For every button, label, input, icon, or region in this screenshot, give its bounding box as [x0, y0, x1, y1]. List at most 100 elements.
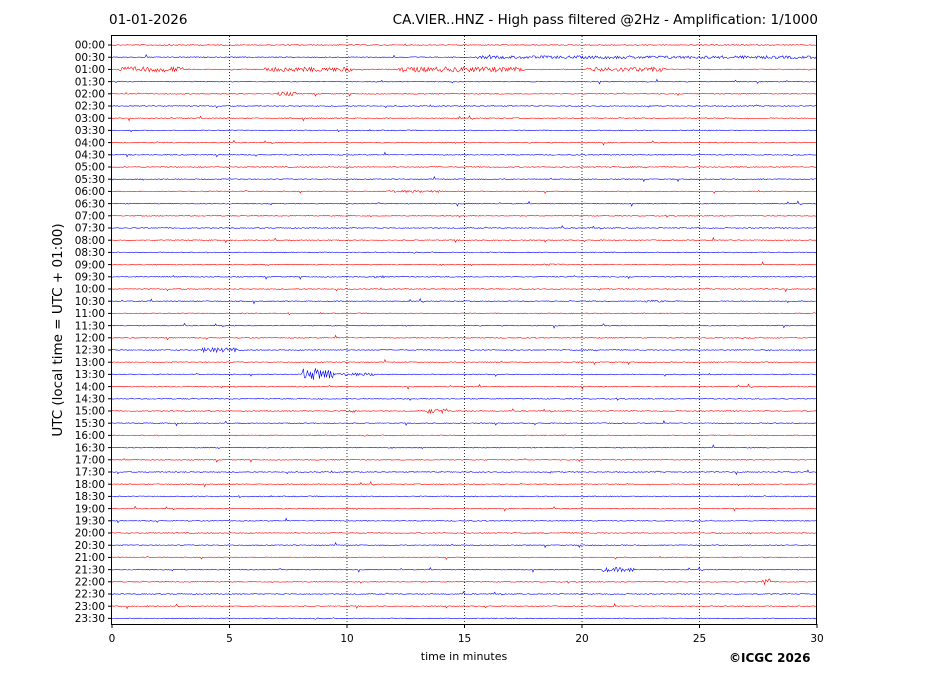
- trace-1400: [111, 383, 818, 390]
- trace-0800: [111, 236, 818, 244]
- y-tick-label: 00:30: [75, 52, 105, 64]
- y-tick-label: 10:00: [75, 284, 105, 296]
- x-tick-label: 15: [458, 633, 471, 645]
- x-axis-ticks: 0 5 10 15 20 25 30: [109, 624, 824, 645]
- trace-0430: [111, 151, 818, 158]
- y-tick-label: 09:30: [75, 272, 105, 284]
- y-tick-label: 11:00: [75, 308, 105, 320]
- trace-0300: [111, 114, 818, 122]
- y-tick-label: 05:30: [75, 174, 105, 186]
- x-tick-label: 5: [226, 633, 233, 645]
- y-tick-label: 14:00: [75, 381, 105, 393]
- trace-0000: [111, 43, 818, 46]
- trace-1830: [111, 495, 818, 499]
- y-tick-label: 14:30: [75, 394, 105, 406]
- y-tick-label: 18:00: [75, 479, 105, 491]
- y-tick-label: 09:00: [75, 259, 105, 271]
- y-tick-label: 13:00: [75, 357, 105, 369]
- trace-1330: [111, 367, 818, 380]
- chart-title: CA.VIER..HNZ - High pass filtered @2Hz -…: [392, 12, 818, 28]
- y-tick-label: 20:30: [75, 540, 105, 552]
- y-tick-label: 19:00: [75, 503, 105, 515]
- trace-2330: [111, 617, 818, 620]
- trace-0830: [111, 251, 818, 254]
- y-tick-label: 07:30: [75, 223, 105, 235]
- trace-0200: [111, 91, 818, 97]
- y-tick-label: 17:30: [75, 467, 105, 479]
- x-axis-label: time in minutes: [420, 650, 508, 663]
- y-tick-label: 12:00: [75, 333, 105, 345]
- y-tick-label: 22:30: [75, 589, 105, 601]
- y-tick-label: 07:00: [75, 211, 105, 223]
- seismogram-traces: [111, 43, 818, 620]
- trace-0730: [111, 225, 818, 230]
- trace-1600: [111, 434, 818, 437]
- vertical-gridlines: [229, 36, 700, 624]
- y-tick-label: 16:00: [75, 430, 105, 442]
- trace-2100: [111, 555, 818, 560]
- chart-date: 01-01-2026: [109, 12, 188, 28]
- y-tick-label: 03:30: [75, 125, 105, 137]
- y-tick-label: 10:30: [75, 296, 105, 308]
- y-tick-label: 06:00: [75, 186, 105, 198]
- trace-1200: [111, 334, 818, 341]
- y-tick-label: 12:30: [75, 345, 105, 357]
- y-tick-label: 15:00: [75, 406, 105, 418]
- y-tick-label: 02:30: [75, 101, 105, 113]
- y-tick-label: 05:00: [75, 162, 105, 174]
- trace-2000: [111, 532, 818, 535]
- y-tick-label: 18:30: [75, 491, 105, 503]
- x-tick-label: 25: [693, 633, 706, 645]
- trace-2200: [111, 578, 818, 586]
- trace-1730: [111, 469, 818, 476]
- x-tick-label: 20: [575, 633, 588, 645]
- y-tick-label: 17:00: [75, 455, 105, 467]
- trace-2300: [111, 602, 818, 610]
- trace-0700: [111, 214, 818, 218]
- y-tick-label: 03:00: [75, 113, 105, 125]
- trace-1530: [112, 419, 818, 427]
- y-tick-label: 15:30: [75, 418, 105, 430]
- y-tick-label: 04:00: [75, 137, 105, 149]
- trace-0330: [111, 129, 818, 133]
- trace-1300: [111, 358, 818, 366]
- trace-2030: [111, 541, 818, 549]
- trace-1630: [111, 444, 818, 450]
- trace-0400: [111, 139, 818, 146]
- y-tick-label: 23:30: [75, 613, 105, 625]
- trace-0930: [111, 275, 818, 280]
- trace-0530: [111, 175, 818, 183]
- y-tick-label: 19:30: [75, 516, 105, 528]
- x-tick-label: 10: [340, 633, 353, 645]
- trace-0630: [111, 200, 818, 207]
- x-tick-label: 0: [109, 633, 116, 645]
- y-tick-label: 08:30: [75, 247, 105, 259]
- y-tick-label: 02:00: [75, 89, 105, 101]
- y-tick-label: 21:00: [75, 552, 105, 564]
- trace-0600: [111, 189, 818, 194]
- trace-0100: [111, 66, 818, 73]
- y-tick-label: 11:30: [75, 320, 105, 332]
- y-tick-label: 21:30: [75, 564, 105, 576]
- trace-2230: [111, 591, 818, 596]
- y-tick-label: 04:30: [75, 150, 105, 162]
- y-tick-label: 01:00: [75, 64, 105, 76]
- y-tick-label: 13:30: [75, 369, 105, 381]
- y-tick-label: 08:00: [75, 235, 105, 247]
- x-tick-label: 30: [810, 633, 823, 645]
- y-tick-label: 20:00: [75, 528, 105, 540]
- copyright-credit: ©ICGC 2026: [729, 651, 811, 665]
- plot-frame: [111, 35, 817, 625]
- trace-1130: [111, 322, 818, 329]
- y-tick-label: 00:00: [75, 40, 105, 52]
- trace-1230: [111, 346, 818, 354]
- trace-1900: [111, 505, 818, 512]
- y-tick-label: 16:30: [75, 442, 105, 454]
- y-tick-label: 06:30: [75, 198, 105, 210]
- trace-0900: [111, 261, 818, 267]
- trace-2130: [111, 566, 818, 573]
- trace-1430: [111, 397, 818, 401]
- trace-1500: [111, 408, 818, 415]
- trace-1030: [111, 297, 818, 305]
